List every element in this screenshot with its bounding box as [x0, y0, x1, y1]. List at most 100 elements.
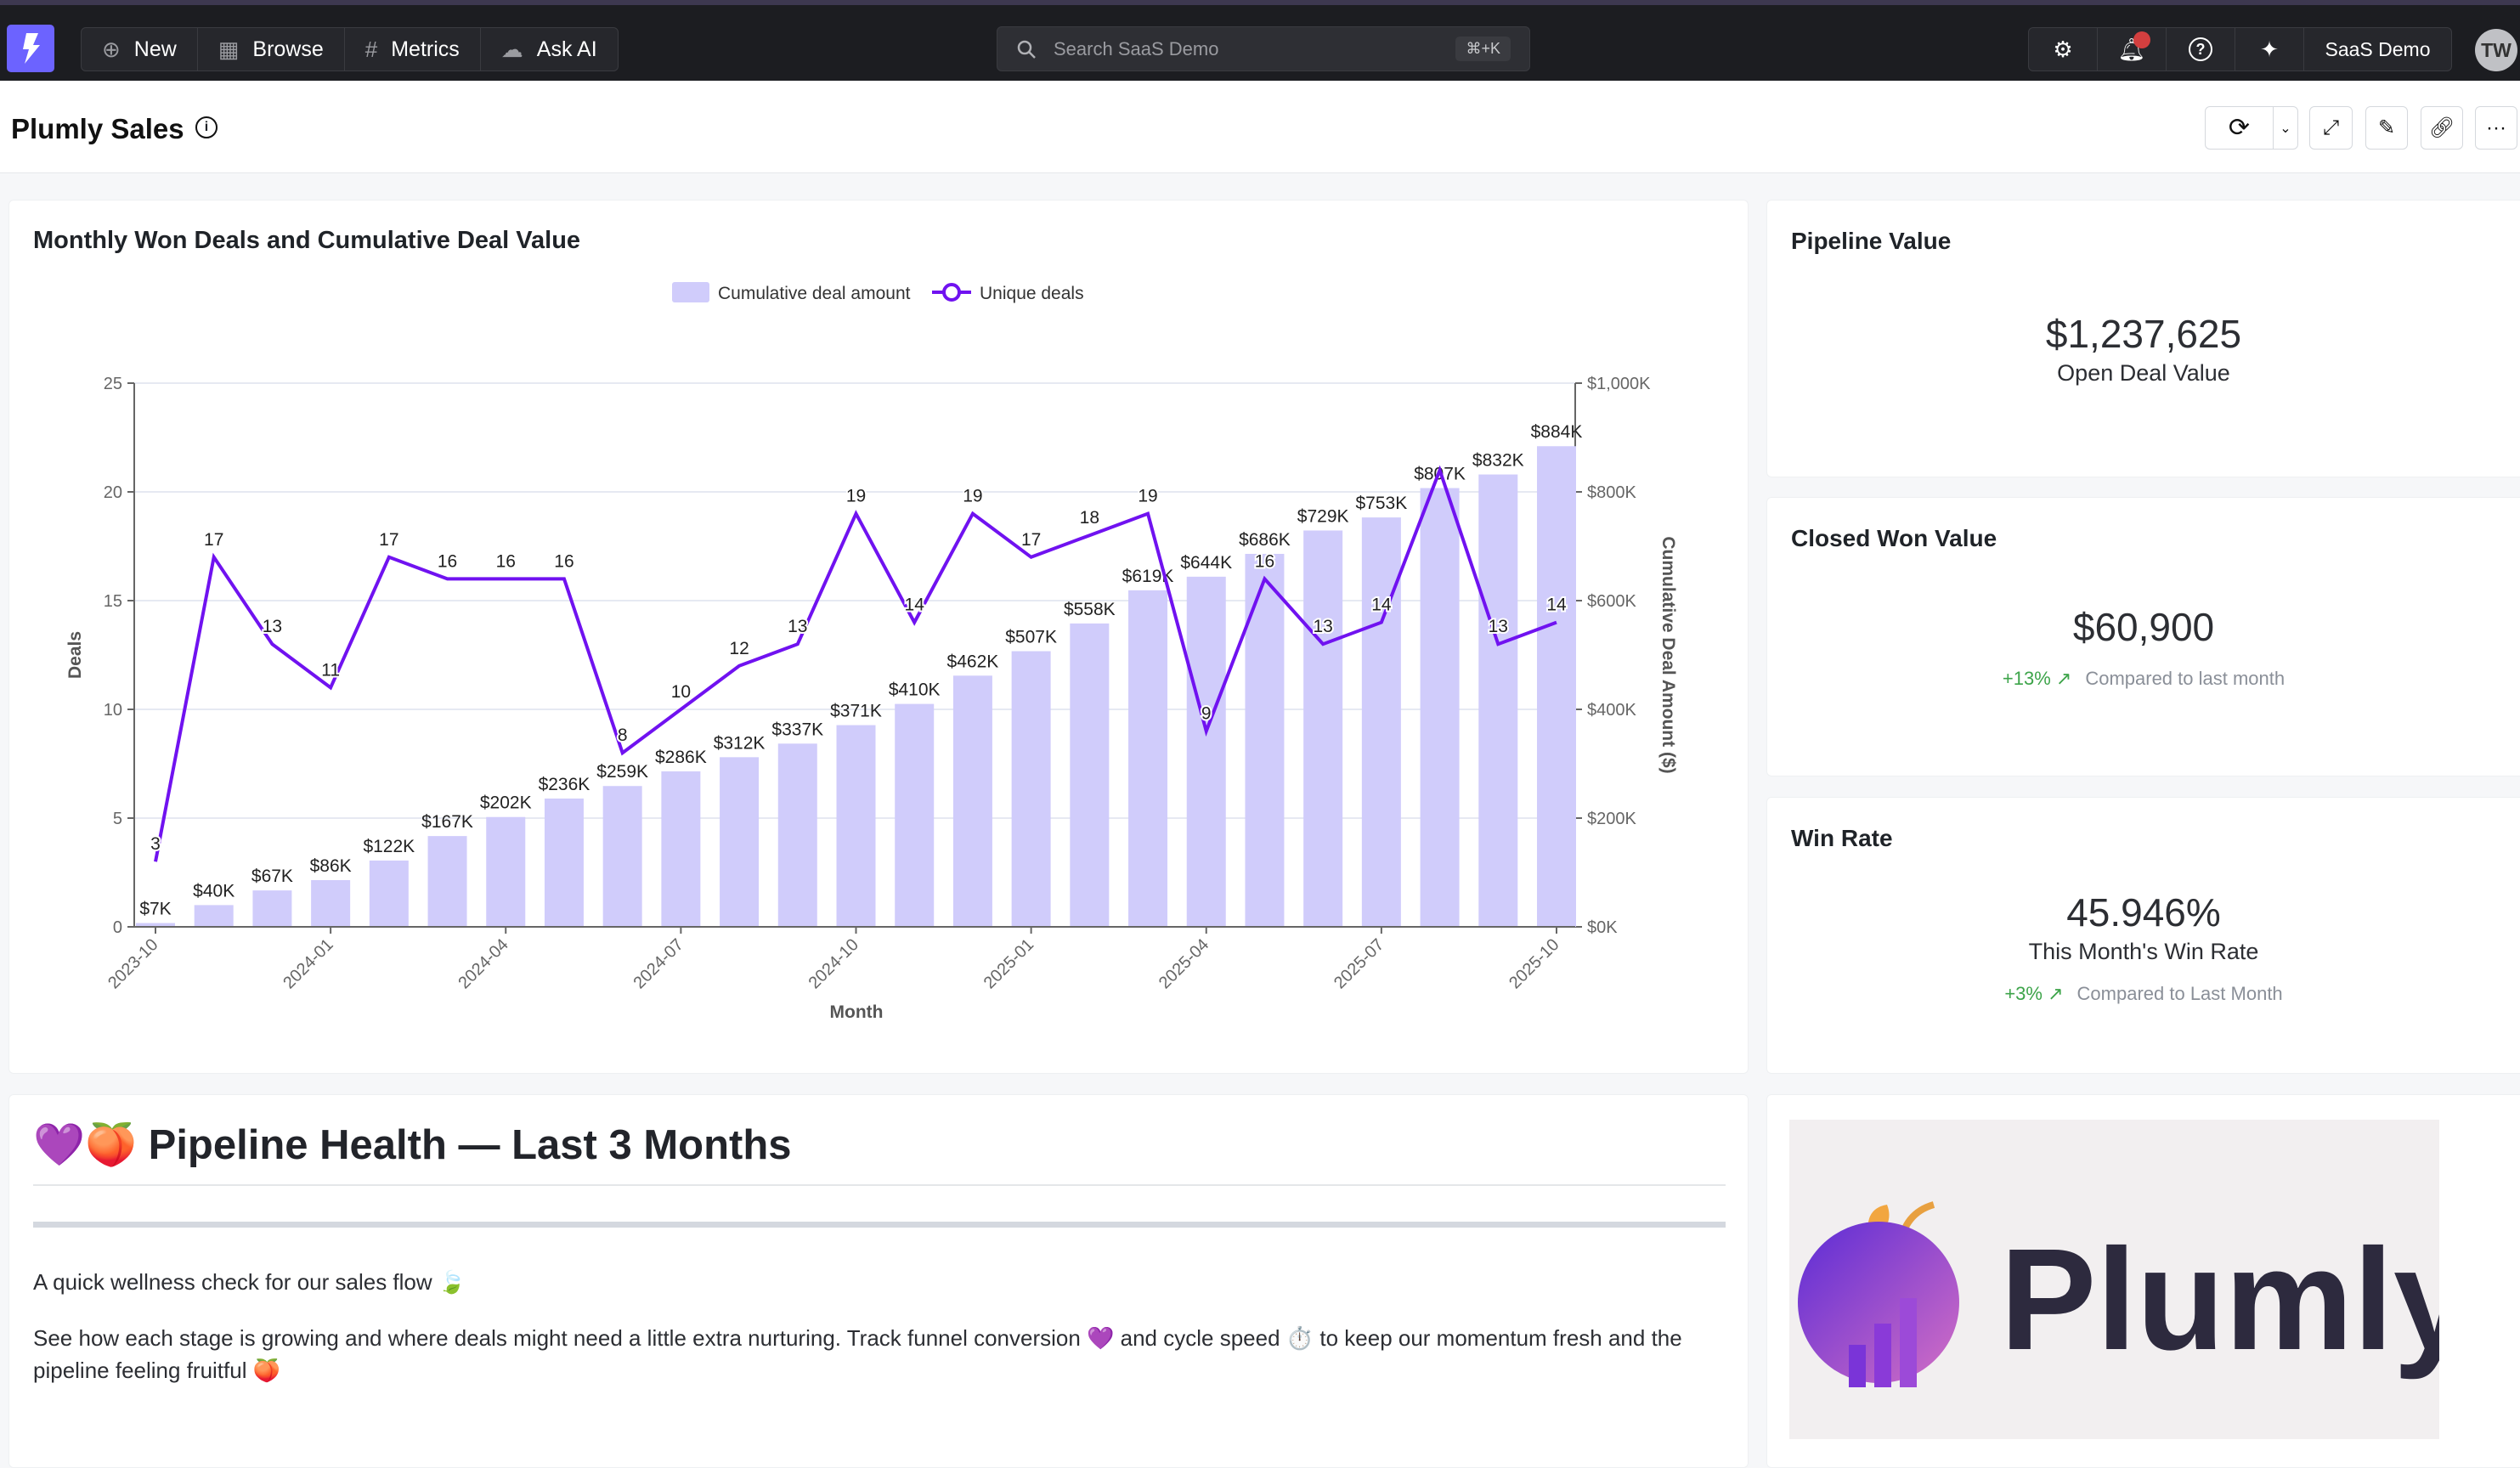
line-data-label: 19	[846, 487, 866, 506]
x-axis-title: Month	[830, 1002, 884, 1022]
line-data-label: 14	[905, 596, 925, 615]
line-data-label: 17	[204, 530, 223, 550]
line-data-label: 10	[671, 682, 691, 702]
dashboard-header: Plumly Sales i ⟳ ⌄ ⤢ ✎ 🔗︎ ···	[0, 81, 2520, 173]
ask-ai-button[interactable]: ☁ Ask AI	[481, 28, 618, 71]
workspace-switcher[interactable]: SaaS Demo	[2304, 28, 2451, 71]
browse-button[interactable]: ▦ Browse	[198, 28, 345, 71]
more-options-button[interactable]: ···	[2475, 106, 2517, 150]
page-title: Plumly Sales	[11, 113, 184, 144]
grid-icon: ▦	[218, 36, 240, 62]
line-data-label: 11	[321, 660, 340, 680]
bar-data-label: $507K	[1005, 628, 1057, 647]
metrics-button[interactable]: # Metrics	[345, 28, 481, 71]
bar-data-label: $7K	[139, 900, 171, 919]
bar	[486, 816, 526, 927]
refresh-button-group: ⟳ ⌄	[2205, 106, 2298, 150]
share-link-button[interactable]: 🔗︎	[2421, 106, 2463, 150]
lightning-icon	[23, 33, 40, 64]
y-right-tick-label: $0K	[1587, 918, 1618, 937]
bar-data-label: $236K	[539, 775, 590, 794]
new-label: New	[133, 37, 177, 61]
kpi-value: 45.946%	[2066, 890, 2221, 934]
bar-data-label: $122K	[363, 837, 415, 856]
expand-icon: ⤢	[2322, 116, 2340, 139]
bar	[544, 798, 584, 927]
bar-data-label: $167K	[421, 812, 473, 832]
win-rate-card: Win Rate 45.946% This Month's Win Rate +…	[1766, 797, 2520, 1074]
bar-data-label: $462K	[947, 652, 999, 671]
line-data-label: 19	[1138, 487, 1157, 506]
ai-sparkle-button[interactable]: ✦	[2235, 28, 2304, 71]
chevron-down-icon[interactable]: ⌄	[2280, 121, 2291, 136]
bar-data-label: $644K	[1180, 553, 1232, 573]
bar-data-label: $832K	[1472, 451, 1524, 471]
x-tick-label: 2024-07	[630, 935, 687, 992]
avatar[interactable]: TW	[2475, 29, 2517, 71]
bar-data-label: $686K	[1239, 530, 1291, 550]
paragraph: A quick wellness check for our sales flo…	[33, 1269, 466, 1295]
plumly-logo-image: Plumly	[1789, 1120, 2473, 1439]
bar	[252, 890, 292, 927]
refresh-icon[interactable]: ⟳	[2206, 107, 2274, 149]
x-tick-label: 2025-10	[1506, 935, 1562, 992]
search-icon	[1017, 40, 1036, 59]
hash-icon: #	[364, 36, 378, 62]
line-data-label: 8	[618, 726, 628, 745]
legend-label: Cumulative deal amount	[718, 284, 911, 303]
utility-nav: ⚙ 🔔︎ ? ✦ SaaS Demo	[2028, 27, 2452, 71]
line-data-label: 16	[554, 551, 573, 571]
bar-data-label: $558K	[1064, 600, 1116, 619]
closed-won-card: Closed Won Value $60,900 +13% ↗ Compared …	[1766, 497, 2520, 776]
line-data-label: 16	[1255, 551, 1274, 571]
fullscreen-button[interactable]: ⤢	[2309, 106, 2353, 150]
bar	[311, 879, 351, 927]
more-icon: ···	[2486, 116, 2506, 139]
edit-button[interactable]: ✎	[2365, 106, 2408, 150]
y-left-tick-label: 15	[104, 592, 122, 611]
bar-data-label: $67K	[251, 867, 293, 886]
bar-data-label: $312K	[714, 733, 766, 753]
main-nav: ⊕ New ▦ Browse # Metrics ☁ Ask AI	[81, 27, 619, 71]
kpi-title: Win Rate	[1791, 825, 1893, 851]
workspace-name: SaaS Demo	[2325, 37, 2431, 60]
new-button[interactable]: ⊕ New	[82, 28, 198, 71]
app-logo[interactable]	[7, 25, 54, 72]
pencil-icon: ✎	[2377, 116, 2396, 139]
bar-data-label: $753K	[1356, 494, 1408, 513]
x-tick-label: 2025-01	[980, 935, 1037, 992]
settings-button[interactable]: ⚙	[2029, 28, 2098, 71]
bar-data-label: $259K	[596, 762, 648, 782]
bar	[1537, 446, 1576, 927]
help-button[interactable]: ?	[2167, 28, 2235, 71]
legend-bar-swatch	[672, 282, 709, 302]
y-left-tick-label: 25	[104, 375, 122, 393]
line-data-label: 18	[1080, 508, 1099, 528]
kpi-subtitle: This Month's Win Rate	[2028, 939, 2259, 964]
chart-title: Monthly Won Deals and Cumulative Deal Va…	[33, 227, 581, 254]
y-right-tick-label: $400K	[1587, 701, 1636, 720]
kpi-value: $1,237,625	[2045, 312, 2242, 356]
bar	[427, 836, 467, 927]
bar	[720, 757, 760, 927]
bar	[661, 771, 701, 927]
search-placeholder: Search SaaS Demo	[1054, 37, 1219, 59]
plum-logo-icon: Plumly	[1798, 1201, 2473, 1387]
chat-sparkle-icon: ☁	[500, 36, 523, 62]
kpi-title: Pipeline Value	[1791, 228, 1952, 254]
deals-line	[154, 465, 1557, 862]
heading-divider	[33, 1184, 1726, 1186]
info-icon[interactable]: i	[195, 116, 218, 138]
kpi-compare-label: Compared to last month	[2085, 668, 2286, 689]
search-input[interactable]: Search SaaS Demo ⌘+K	[997, 26, 1530, 71]
x-tick-label: 2024-10	[805, 935, 862, 992]
x-tick-label: 2025-07	[1331, 935, 1387, 992]
bar	[1128, 590, 1168, 927]
line-data-label: 13	[788, 617, 807, 636]
kpi-value: $60,900	[2072, 605, 2215, 649]
notifications-button[interactable]: 🔔︎	[2098, 28, 2167, 71]
bar-data-label: $619K	[1122, 567, 1174, 586]
horizontal-rule	[33, 1222, 1726, 1228]
kpi-change: +13% ↗	[2002, 668, 2072, 689]
browse-label: Browse	[252, 37, 324, 61]
